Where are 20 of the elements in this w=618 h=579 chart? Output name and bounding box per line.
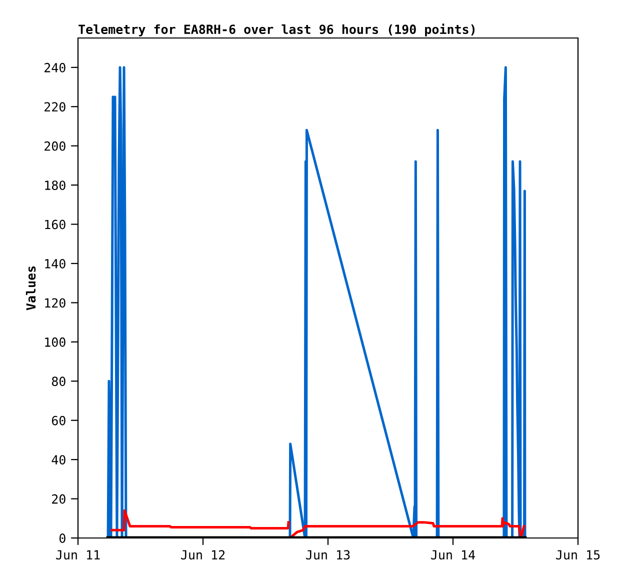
y-tick-label: 40	[52, 455, 66, 465]
y-tick-label: 80	[52, 376, 66, 386]
y-tick-label: 220	[44, 102, 66, 112]
x-tick-label: Jun 14	[431, 550, 475, 560]
y-axis-title: Values	[26, 266, 36, 310]
y-tick-label: 100	[45, 337, 66, 347]
y-tick-label: 0	[59, 534, 66, 543]
y-tick-label: 180	[45, 180, 66, 190]
chart-title: Telemetry for EA8RH-6 over last 96 hours (190 points)	[78, 24, 475, 36]
x-tick-label: Jun 15	[556, 550, 600, 560]
y-tick-label: 200	[44, 141, 66, 151]
y-tick-label: 20	[52, 494, 66, 504]
y-tick-label: 140	[45, 258, 66, 268]
x-tick-label: Jun 12	[181, 550, 225, 560]
x-tick-label: Jun 13	[306, 550, 350, 560]
y-tick-label: 240	[44, 62, 66, 72]
y-tick-label: 160	[45, 220, 66, 230]
x-tick-label: Jun 11	[56, 550, 100, 560]
y-tick-label: 120	[45, 298, 66, 308]
y-tick-label: 60	[52, 416, 66, 426]
